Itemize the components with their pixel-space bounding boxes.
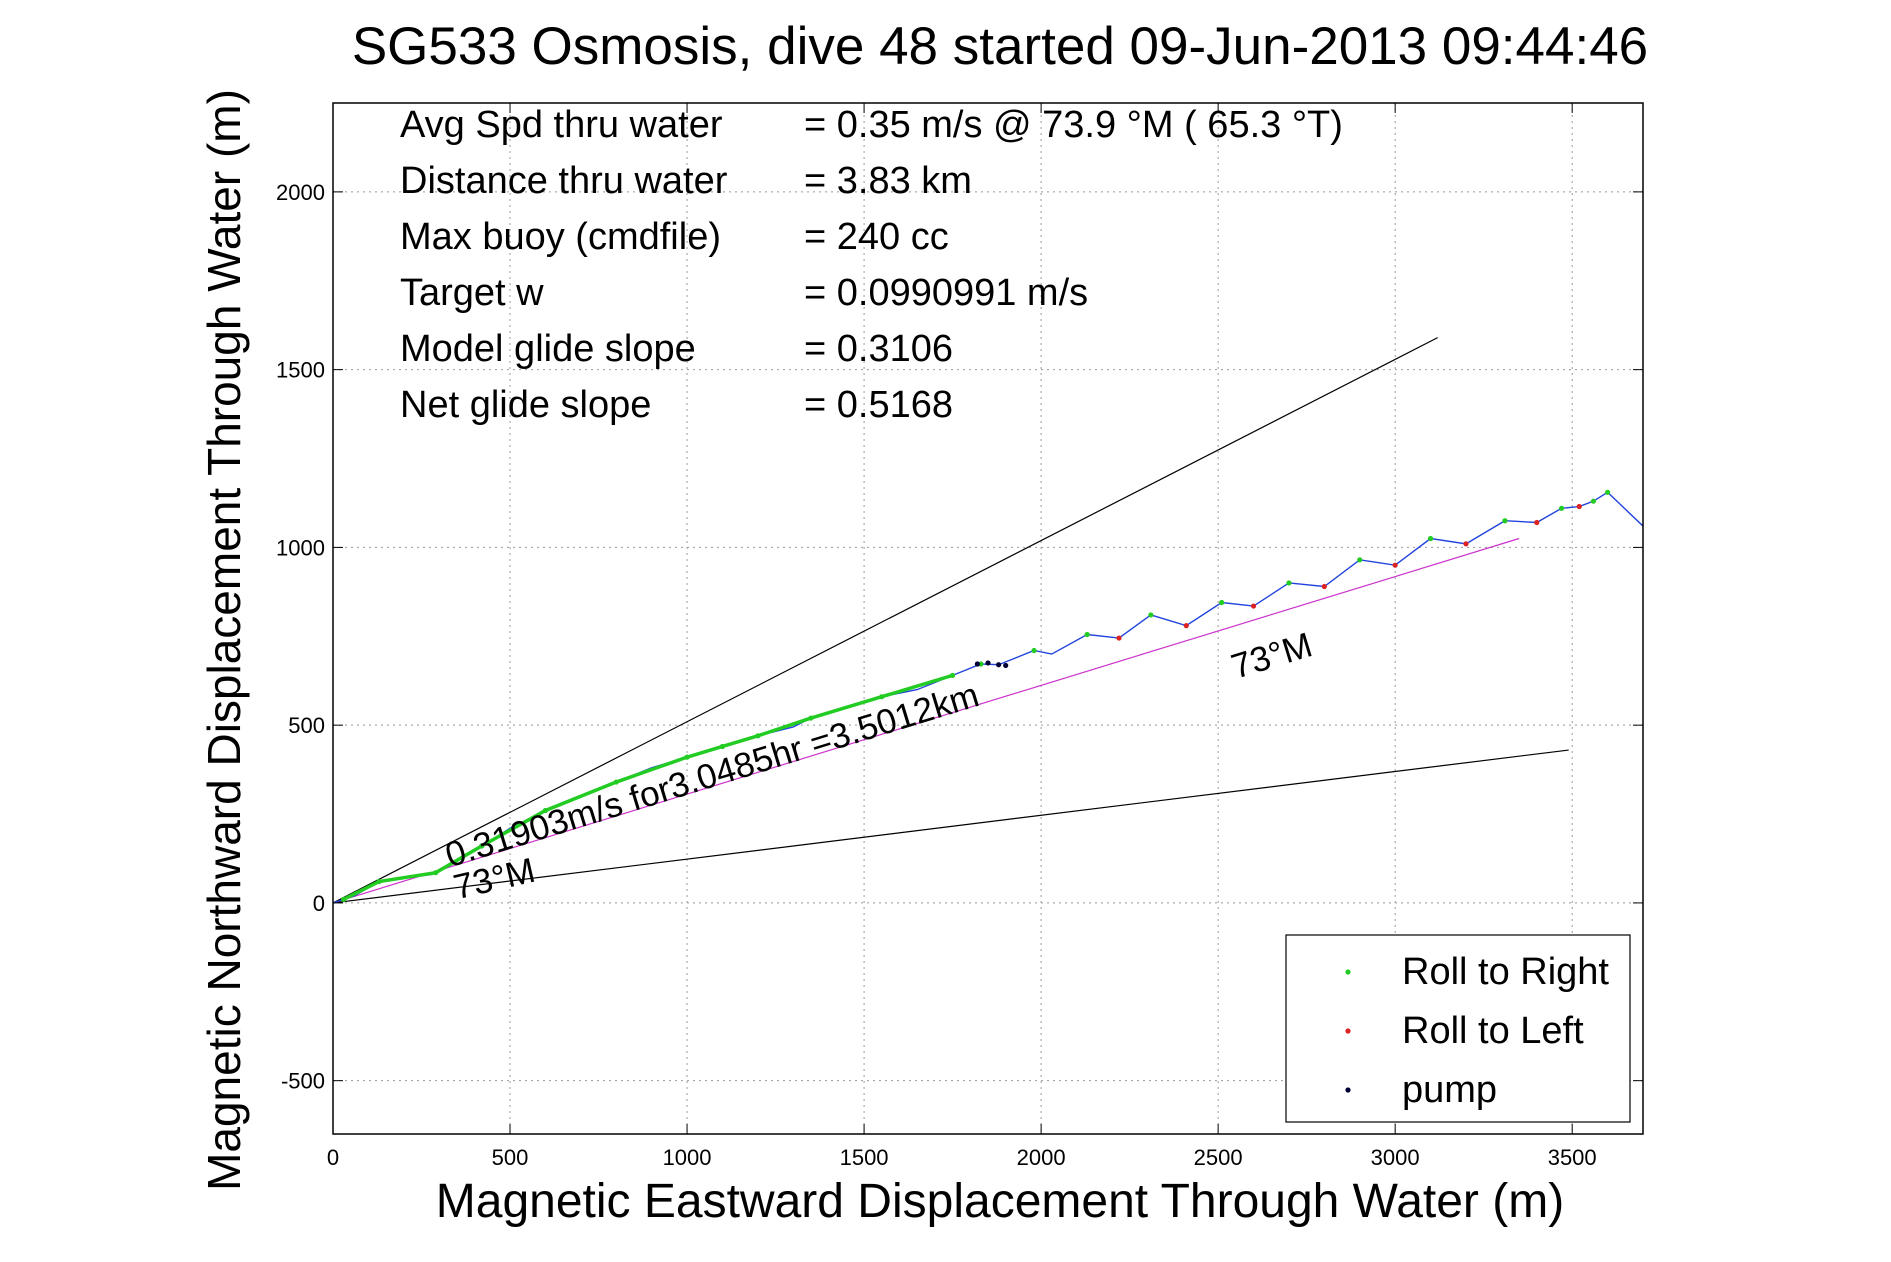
legend-box <box>1285 934 1631 1123</box>
stat-value: = 3.83 km <box>804 160 972 202</box>
point-roll-to-right <box>341 896 347 902</box>
x-tick-label: 2500 <box>1194 1145 1243 1170</box>
point-roll-to-left <box>1321 583 1327 590</box>
y-axis-label: Magnetic Northward Displacement Through … <box>198 89 250 1191</box>
axis-ticks: 0 500 1000 1500 2000 2500 3000 3500 -500 0 500 1000… <box>276 103 1643 1170</box>
stat-value: = 0.5168 <box>804 384 953 426</box>
point-roll-to-left <box>1576 503 1582 510</box>
plot-frame <box>332 102 1644 1135</box>
point-roll-to-right <box>613 779 619 785</box>
point-roll-to-left <box>1392 562 1398 568</box>
point-pump <box>974 661 980 667</box>
point-roll-to-left <box>1250 603 1257 609</box>
point-roll-to-left <box>1183 623 1189 629</box>
point-roll-to-right <box>1084 631 1090 638</box>
roll-right-trace <box>342 673 954 901</box>
reference-line <box>332 537 1520 904</box>
point-roll-to-right <box>1286 580 1292 586</box>
point-roll-to-right <box>808 715 814 721</box>
point-roll-to-right <box>755 733 761 739</box>
stat-label: Avg Spd thru water <box>400 104 723 146</box>
point-roll-to-right <box>1558 505 1565 511</box>
y-tick-label: -500 <box>281 1069 325 1094</box>
point-roll-to-right <box>376 878 382 885</box>
legend-entry: pump <box>1402 1069 1497 1111</box>
point-pump <box>1003 662 1009 669</box>
stat-value: = 240 cc <box>804 216 949 258</box>
y-tick-label: 0 <box>313 891 325 916</box>
point-roll-to-right <box>1148 612 1154 618</box>
legend-entry: Roll to Left <box>1402 1010 1584 1052</box>
stats-block: Avg Spd thru water = 0.35 m/s @ 73.9 °M (… <box>400 104 1343 426</box>
point-roll-to-right <box>1219 599 1225 606</box>
point-roll-to-right <box>684 754 690 760</box>
x-tick-label: 500 <box>492 1145 529 1170</box>
reference-lines <box>332 337 1569 904</box>
x-tick-label: 1000 <box>663 1145 712 1170</box>
point-roll-to-right <box>1427 535 1434 542</box>
y-tick-label: 500 <box>288 713 325 738</box>
point-roll-to-right <box>1031 647 1037 654</box>
point-pump <box>985 660 991 666</box>
y-tick-label: 1500 <box>276 358 325 383</box>
legend: Roll to Right Roll to Left pump <box>1285 934 1631 1123</box>
point-roll-to-right <box>1604 489 1611 495</box>
stat-value: = 0.3106 <box>804 328 953 370</box>
x-tick-label: 2000 <box>1017 1145 1066 1170</box>
point-roll-to-left <box>1534 519 1540 526</box>
point-roll-to-right <box>1357 557 1363 563</box>
point-roll-to-left <box>1116 635 1122 641</box>
x-tick-label: 0 <box>327 1145 339 1170</box>
legend-entry: Roll to Right <box>1402 951 1609 993</box>
legend-marker <box>1345 969 1351 975</box>
point-roll-to-right <box>1590 498 1597 504</box>
reference-line <box>332 337 1438 904</box>
stat-label: Model glide slope <box>400 328 696 370</box>
point-roll-to-right <box>1502 518 1508 524</box>
stat-value: = 0.0990991 m/s <box>804 272 1088 314</box>
y-tick-label: 1000 <box>276 535 325 560</box>
point-pump <box>996 662 1002 668</box>
stat-label: Target w <box>400 272 544 314</box>
point-roll-to-right <box>949 672 956 678</box>
x-tick-label: 3500 <box>1548 1145 1597 1170</box>
stat-value: = 0.35 m/s @ 73.9 °M ( 65.3 °T) <box>804 104 1343 146</box>
point-roll-to-right <box>433 870 439 876</box>
point-roll-to-right <box>479 843 485 849</box>
annotation-label: 73°M <box>1227 625 1317 686</box>
series-layer <box>332 489 1644 904</box>
point-roll-to-right <box>542 807 549 814</box>
stat-label: Max buoy (cmdfile) <box>400 216 721 258</box>
x-tick-label: 1500 <box>840 1145 889 1170</box>
reference-line <box>332 749 1569 904</box>
x-tick-label: 3000 <box>1371 1145 1420 1170</box>
y-tick-label: 2000 <box>276 180 325 205</box>
legend-marker <box>1345 1028 1351 1034</box>
chart-title: SG533 Osmosis, dive 48 started 09-Jun-20… <box>352 17 1648 76</box>
x-axis-label: Magnetic Eastward Displacement Through W… <box>436 1175 1564 1228</box>
legend-marker <box>1345 1087 1351 1093</box>
point-roll-to-right <box>719 743 726 750</box>
annotation-label: 0.31903m/s for3.0485hr =3.5012km <box>441 675 984 875</box>
point-roll-to-right <box>879 694 885 700</box>
stat-label: Distance thru water <box>400 160 728 202</box>
point-roll-to-left <box>1463 541 1469 547</box>
stat-label: Net glide slope <box>400 384 651 426</box>
